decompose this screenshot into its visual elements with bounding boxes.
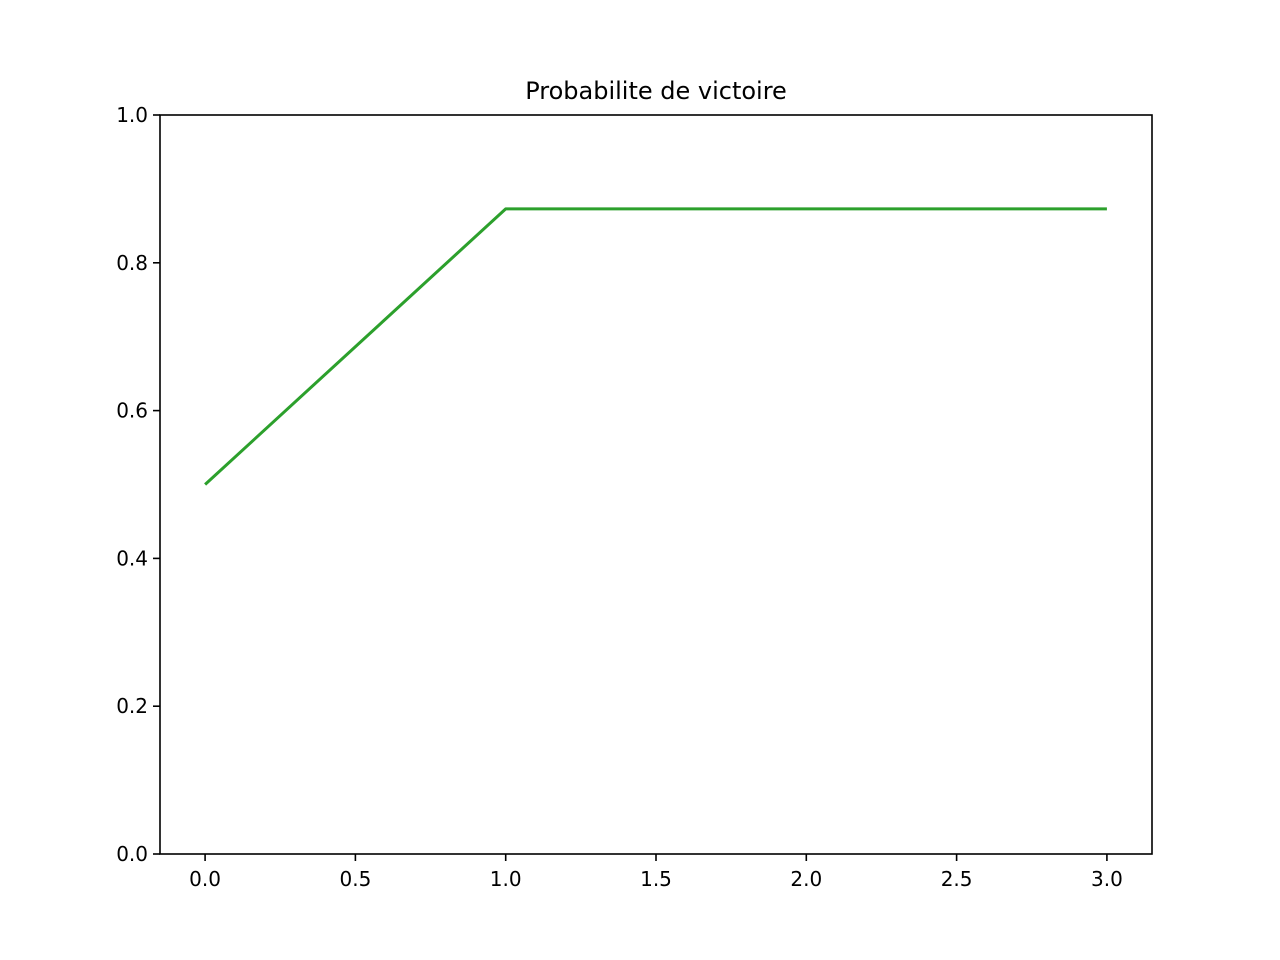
y-tick-label: 0.2 (116, 694, 148, 718)
y-tick-label: 1.0 (116, 103, 148, 127)
x-axis: 0.0 0.5 1.0 1.5 2.0 2.5 3.0 (189, 854, 1123, 891)
x-tick-label: 2.0 (790, 867, 822, 891)
x-tick-label: 1.5 (640, 867, 672, 891)
series-line (204, 207, 1107, 486)
axes-frame (159, 114, 1153, 855)
x-tick-label: 0.0 (189, 867, 221, 891)
y-tick-label: 0.8 (116, 251, 148, 275)
y-tick-label: 0.0 (116, 842, 148, 866)
y-tick-label: 0.6 (116, 399, 148, 423)
x-tick-label: 1.0 (490, 867, 522, 891)
chart-title: Probabilite de victoire (525, 77, 787, 105)
x-tick-label: 0.5 (339, 867, 371, 891)
plot-area (204, 207, 1107, 486)
x-tick-label: 2.5 (941, 867, 973, 891)
y-axis: 0.0 0.2 0.4 0.6 0.8 1.0 (116, 103, 160, 866)
y-tick-label: 0.4 (116, 546, 148, 570)
x-tick-label: 3.0 (1091, 867, 1123, 891)
